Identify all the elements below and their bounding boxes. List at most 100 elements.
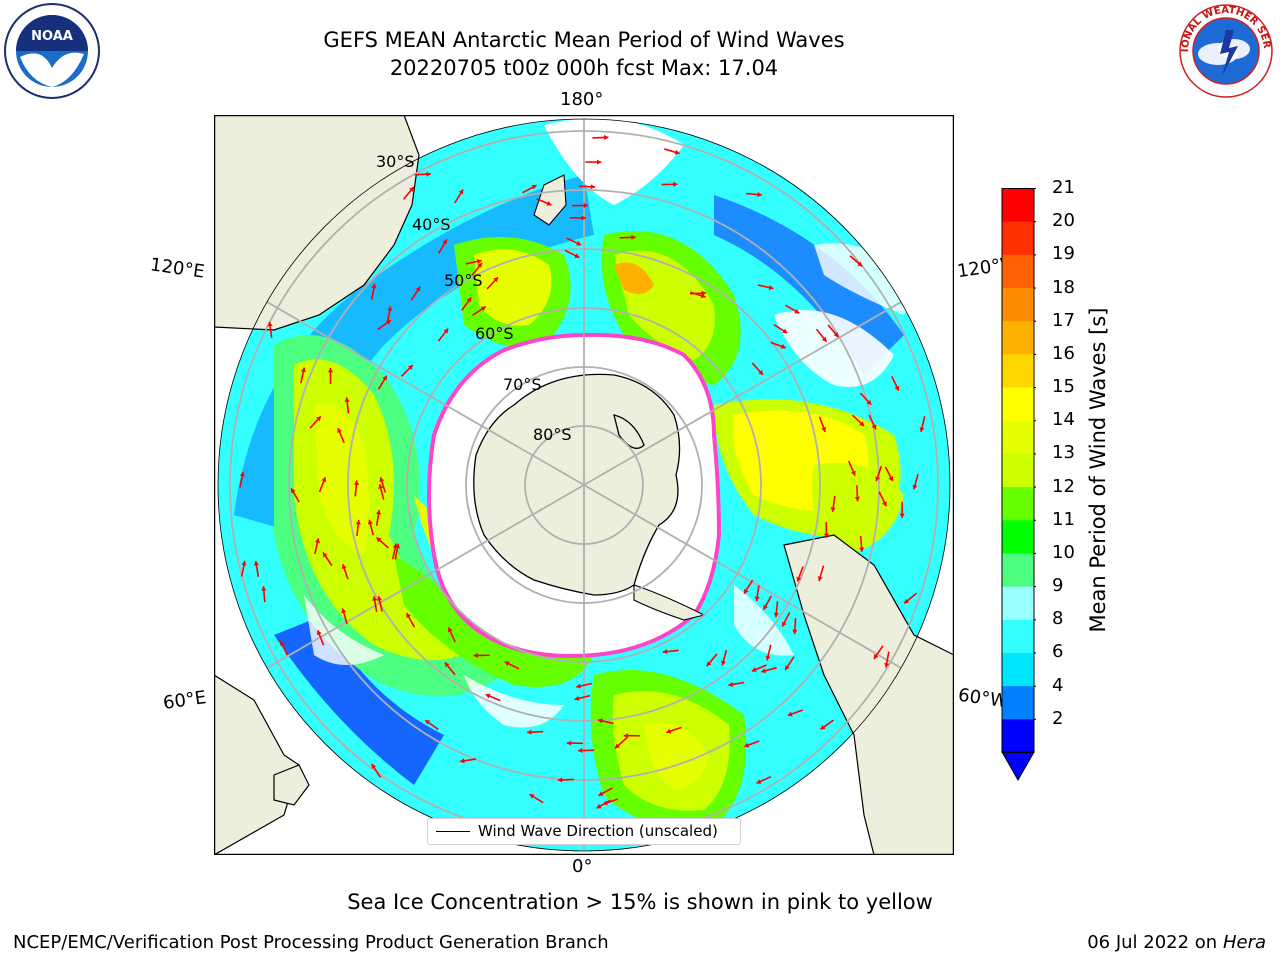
- wave-direction-arrowhead: [700, 293, 706, 299]
- wave-direction-arrowhead: [604, 134, 609, 141]
- wave-direction-arrowhead: [631, 234, 636, 240]
- wave-direction-arrowhead: [912, 484, 918, 490]
- wave-direction-arrowhead: [673, 181, 678, 187]
- colorbar-tick-label: 6: [1052, 641, 1064, 663]
- wave-direction-arrowhead: [239, 471, 245, 477]
- meridian-line: [219, 484, 585, 696]
- nws-logo: NATIONAL WEATHER SERVICE: [1176, 2, 1273, 98]
- wave-direction-arrowhead: [792, 629, 798, 635]
- wave-direction-arrowhead: [493, 277, 499, 283]
- wave-direction-arrowhead: [758, 369, 764, 375]
- wave-direction-arrowhead: [857, 261, 863, 267]
- wave-direction-arrowhead: [316, 416, 321, 422]
- wave-direction-arrowhead: [504, 661, 510, 666]
- wave-direction-arrowhead: [854, 496, 860, 502]
- wave-direction-arrowhead: [859, 421, 865, 427]
- wave-direction-arrowhead: [566, 740, 572, 746]
- wave-direction-arrowhead: [674, 149, 680, 155]
- wave-direction-arrowhead: [337, 428, 342, 434]
- wave-direction-arrowhead: [372, 596, 378, 601]
- wave-direction-arrowhead: [581, 215, 586, 221]
- wave-direction-arrowhead: [821, 426, 827, 432]
- wave-direction-arrowhead: [341, 608, 347, 614]
- colorbar-segment: [1002, 320, 1034, 355]
- colorbar-tick-label: 10: [1052, 541, 1075, 563]
- colorbar-tick-label: 13: [1052, 442, 1075, 464]
- wave-direction-arrowhead: [291, 488, 296, 494]
- chart-title: GEFS MEAN Antarctic Mean Period of Wind …: [323, 28, 845, 52]
- wave-direction-arrowhead: [460, 758, 465, 764]
- wave-direction-arrowhead: [527, 729, 532, 735]
- wave-direction-arrowhead: [598, 718, 603, 724]
- colorbar-tick-label: 14: [1052, 409, 1075, 431]
- colorbar-tick-label: 16: [1052, 342, 1075, 364]
- antarctic-peninsula: [633, 584, 706, 621]
- wave-direction-arrowhead: [899, 513, 905, 518]
- wave-direction-arrowhead: [378, 484, 384, 489]
- footer-host: Hera: [1222, 932, 1266, 953]
- wave-direction-arrowhead: [888, 476, 894, 482]
- wave-direction-arrowhead: [576, 240, 582, 246]
- wave-direction-arrowhead: [442, 239, 447, 245]
- noaa-logo: NOAA: [4, 3, 100, 99]
- wave-direction-arrowhead: [756, 779, 762, 784]
- wave-direction-arrowhead: [485, 693, 491, 699]
- legend-label: Wind Wave Direction (unscaled): [478, 822, 718, 840]
- wave-direction-arrowhead: [341, 564, 347, 569]
- wave-direction-arrowhead: [415, 286, 421, 292]
- colorbar-segment: [1002, 254, 1034, 289]
- wave-direction-arrowhead: [817, 576, 823, 582]
- wave-direction-arrowhead: [787, 711, 793, 717]
- wave-direction-arrowhead: [602, 800, 608, 806]
- colorbar-tick-label: 4: [1052, 674, 1064, 696]
- wave-direction-arrowhead: [443, 328, 449, 334]
- wave-direction-arrowhead: [447, 627, 453, 633]
- wave-direction-arrowhead: [394, 543, 401, 549]
- colorbar-tick-label: 18: [1052, 276, 1075, 298]
- wave-direction-arrowhead: [353, 480, 359, 485]
- lat-label-80s: 80°S: [533, 425, 572, 444]
- colorbar-tick-label: 12: [1052, 475, 1075, 497]
- wave-direction-arrowhead: [314, 538, 320, 544]
- wave-direction-arrowhead: [773, 612, 779, 618]
- wave-direction-arrowhead: [261, 586, 267, 591]
- wave-direction-arrowhead: [761, 668, 767, 674]
- lat-label-50s: 50°S: [444, 271, 483, 290]
- colorbar-segment: [1002, 453, 1034, 488]
- wave-direction-arrowhead: [728, 681, 734, 687]
- lat-label-40s: 40°S: [412, 215, 451, 234]
- colorbar-segment: [1002, 619, 1034, 653]
- wave-direction-arrowhead: [376, 596, 383, 601]
- wave-direction-arrowhead: [574, 253, 580, 258]
- wave-direction-arrowhead: [406, 613, 411, 619]
- colorbar-segment: [1002, 718, 1034, 753]
- wave-direction-arrowhead: [473, 652, 478, 659]
- colorbar-tick-label: 20: [1052, 210, 1075, 232]
- wave-direction-arrowhead: [382, 375, 387, 381]
- wave-direction-arrowhead: [316, 630, 322, 636]
- colorbar-segment: [1002, 387, 1034, 421]
- wave-direction-arrowhead: [596, 159, 602, 165]
- colorbar-segment: [1002, 420, 1034, 454]
- wave-direction-arrowhead: [367, 519, 373, 525]
- wave-direction-arrowhead: [321, 477, 327, 483]
- wave-direction-arrowhead: [614, 743, 620, 749]
- map-legend: Wind Wave Direction (unscaled): [427, 818, 741, 845]
- wave-direction-arrowhead: [821, 336, 827, 342]
- lat-label-70s: 70°S: [503, 375, 542, 394]
- colorbar-tick-label: 8: [1052, 608, 1064, 630]
- lat-label-30s: 30°S: [376, 152, 415, 171]
- map-boundary: [217, 118, 951, 852]
- colorbar-tick-label: 9: [1052, 575, 1064, 597]
- wave-direction-arrowhead: [407, 365, 413, 370]
- wave-direction-arrowhead: [850, 470, 856, 476]
- wave-direction-arrowhead: [546, 200, 552, 206]
- colorbar-tick-label: 21: [1052, 177, 1075, 198]
- wave-direction-arrowhead: [344, 397, 350, 402]
- map-frame: [214, 115, 954, 855]
- wave-direction-arrowhead: [781, 621, 787, 627]
- colorbar-extend-triangle: [1001, 751, 1035, 782]
- colorbar-tick-label: 2: [1052, 707, 1064, 729]
- colorbar-segment: [1002, 552, 1034, 587]
- colorbar-segment: [1002, 685, 1034, 720]
